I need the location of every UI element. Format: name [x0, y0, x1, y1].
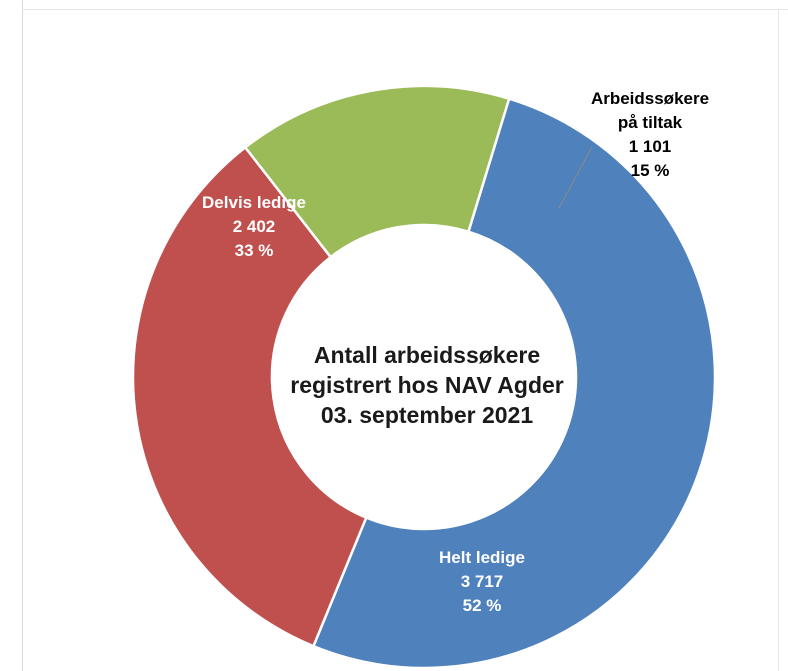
chart-area-border-right — [778, 9, 779, 671]
label-arbeidss-kere-p-tiltak-name-0: Arbeidssøkere — [591, 89, 709, 108]
center-title-line-1: Antall arbeidssøkere — [314, 342, 540, 368]
slice-delvis-ledige — [131, 145, 368, 648]
label-delvis-ledige-name-0: Delvis ledige — [202, 193, 306, 212]
label-helt-ledige-percent: 52 % — [463, 596, 502, 615]
chart-area-border-top — [22, 9, 788, 10]
left-panel-edge — [0, 0, 23, 671]
label-delvis-ledige: Delvis ledige 2 402 33 % — [202, 193, 306, 260]
label-arbeidss-kere-p-tiltak-value: 1 101 — [629, 137, 672, 156]
label-delvis-ledige-value: 2 402 — [233, 217, 276, 236]
label-helt-ledige: Helt ledige 3 717 52 % — [439, 548, 525, 615]
label-helt-ledige-value: 3 717 — [461, 572, 504, 591]
label-helt-ledige-name-0: Helt ledige — [439, 548, 525, 567]
center-title: Antall arbeidssøkere registrert hos NAV … — [290, 342, 564, 428]
donut-slices — [131, 84, 717, 670]
label-arbeidss-kere-p-tiltak: Arbeidssøkere på tiltak 1 101 15 % — [591, 89, 709, 180]
label-arbeidss-kere-p-tiltak-name-1: på tiltak — [618, 113, 683, 132]
label-arbeidss-kere-p-tiltak-percent: 15 % — [631, 161, 670, 180]
slice-arbeidss-kere-p-tiltak — [243, 84, 511, 259]
label-delvis-ledige-percent: 33 % — [235, 241, 274, 260]
center-title-line-2: registrert hos NAV Agder — [290, 372, 564, 398]
center-title-line-3: 03. september 2021 — [321, 402, 533, 428]
slice-labels: Helt ledige 3 717 52 % Delvis ledige 2 402 33… — [202, 89, 709, 615]
leader-line-tiltak — [558, 146, 593, 209]
slice-helt-ledige — [311, 97, 717, 670]
